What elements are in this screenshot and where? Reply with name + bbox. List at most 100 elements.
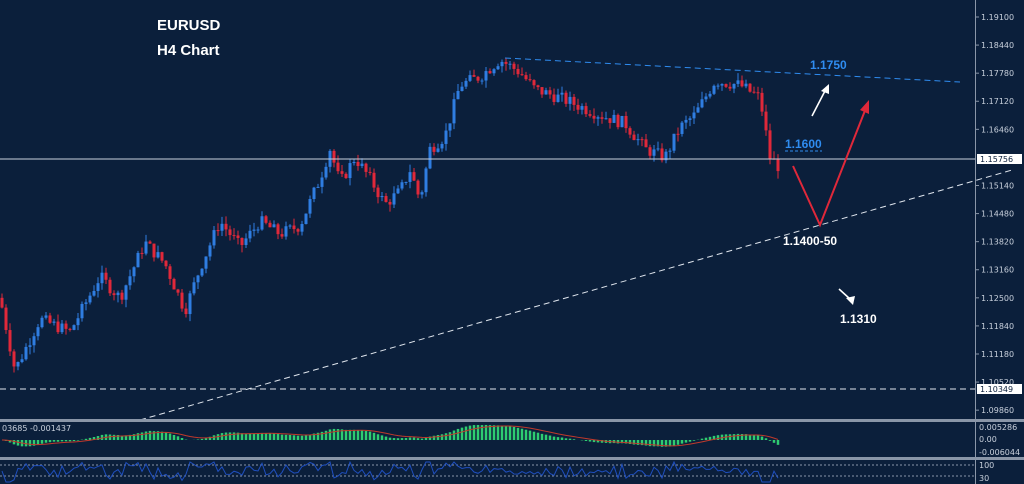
- candle-body: [340, 171, 344, 174]
- candle-body: [160, 252, 164, 261]
- candle-body: [60, 323, 64, 333]
- marked-level-box: [977, 384, 1022, 394]
- candle-body: [120, 292, 124, 300]
- candle-body: [32, 336, 36, 346]
- candle-body: [96, 283, 100, 291]
- marked-level-label: 1.10349: [980, 385, 1013, 394]
- candle-body: [540, 87, 544, 95]
- candle-body: [116, 292, 120, 296]
- candle-body: [756, 92, 760, 94]
- candle-body: [640, 139, 644, 141]
- candle-body: [72, 325, 76, 330]
- candle-body: [16, 362, 20, 367]
- candle-body: [260, 216, 264, 230]
- candle-body: [140, 252, 144, 254]
- price-tick-label: 1.09860: [981, 406, 1014, 415]
- candle-body: [612, 114, 616, 123]
- candle-body: [516, 68, 520, 75]
- candle-body: [144, 241, 148, 254]
- candle-body: [280, 234, 284, 237]
- candle-body: [92, 290, 96, 296]
- candles: [0, 57, 780, 373]
- candle-body: [344, 173, 348, 179]
- candle-body: [632, 134, 636, 141]
- candle-body: [244, 238, 248, 245]
- annotation-1600: 1.1600: [785, 137, 822, 151]
- candle-body: [444, 130, 448, 144]
- candle-body: [296, 229, 300, 232]
- candle-body: [560, 92, 564, 95]
- candle-body: [428, 146, 432, 169]
- candle-body: [208, 245, 212, 257]
- panel-separator[interactable]: [0, 419, 1024, 422]
- current-price-box: [977, 154, 1022, 164]
- candle-body: [252, 229, 256, 231]
- macd-tick-zero: 0.00: [979, 435, 997, 444]
- macd-label: 03685 -0.001437: [2, 424, 71, 433]
- macd-tick-bottom: -0.006044: [979, 448, 1020, 457]
- candle-body: [432, 146, 436, 152]
- candle-body: [600, 117, 604, 119]
- candle-body: [332, 150, 336, 163]
- candle-body: [776, 159, 780, 172]
- candle-body: [52, 321, 56, 323]
- resistance-trendline[interactable]: [504, 57, 961, 83]
- candle-body: [524, 75, 528, 80]
- candle-body: [324, 166, 328, 178]
- candle-body: [0, 297, 4, 308]
- candle-body: [36, 327, 40, 337]
- candle-body: [136, 252, 140, 268]
- candle-body: [28, 345, 32, 347]
- candle-body: [720, 84, 724, 86]
- candle-body: [648, 147, 652, 156]
- price-tick-label: 1.12500: [981, 294, 1014, 303]
- support-trendline[interactable]: [139, 169, 1013, 421]
- current-price-label: 1.15756: [980, 155, 1013, 164]
- candle-body: [304, 213, 308, 224]
- candle-body: [248, 230, 252, 239]
- candle-body: [704, 96, 708, 100]
- panel-separator-2[interactable]: [0, 457, 1024, 460]
- candle-body: [532, 80, 536, 86]
- candle-body: [544, 90, 548, 95]
- candle-body: [108, 279, 112, 294]
- candle-body: [204, 256, 208, 269]
- candle-body: [268, 222, 272, 228]
- candle-body: [64, 323, 68, 329]
- candle-body: [580, 106, 584, 110]
- candle-body: [88, 295, 92, 303]
- annotation-1400-50: 1.1400-50: [783, 234, 837, 248]
- candle-body: [216, 230, 220, 232]
- macd-tick-top: 0.005286: [979, 423, 1017, 432]
- candle-body: [572, 96, 576, 105]
- candle-body: [348, 163, 352, 179]
- candle-body: [148, 241, 152, 244]
- candle-body: [620, 115, 624, 128]
- candle-body: [300, 223, 304, 232]
- annotation-1750: 1.1750: [810, 58, 847, 72]
- candle-body: [468, 75, 472, 81]
- candle-body: [396, 188, 400, 194]
- price-tick-label: 1.11840: [981, 322, 1014, 331]
- candle-body: [752, 91, 756, 93]
- candle-body: [596, 117, 600, 119]
- price-tick-label: 1.10520: [981, 378, 1014, 387]
- candle-body: [100, 272, 104, 284]
- candle-body: [188, 293, 192, 315]
- candle-body: [680, 122, 684, 134]
- oscillator-line: [1, 460, 779, 483]
- osc-tick-low: 30: [979, 474, 989, 483]
- candle-body: [592, 115, 596, 119]
- candle-body: [628, 128, 632, 135]
- candle-body: [288, 225, 292, 227]
- candle-body: [584, 106, 588, 115]
- candle-body: [768, 130, 772, 159]
- price-tick-label: 1.13160: [981, 266, 1014, 275]
- candle-body: [44, 315, 48, 318]
- candle-body: [568, 96, 572, 104]
- candle-body: [672, 133, 676, 151]
- candle-body: [272, 224, 276, 228]
- candle-body: [376, 187, 380, 198]
- candle-body: [68, 328, 72, 330]
